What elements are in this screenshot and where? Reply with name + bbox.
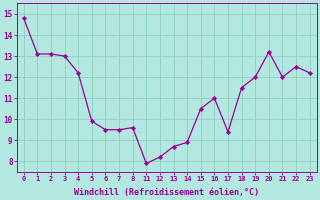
X-axis label: Windchill (Refroidissement éolien,°C): Windchill (Refroidissement éolien,°C): [74, 188, 259, 197]
